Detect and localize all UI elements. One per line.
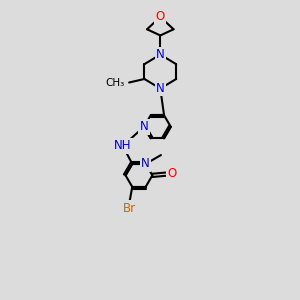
Text: N: N [140, 120, 148, 133]
Text: N: N [141, 158, 150, 170]
Text: O: O [167, 167, 177, 180]
Text: NH: NH [114, 140, 131, 152]
Text: O: O [156, 11, 165, 23]
Text: Br: Br [123, 202, 136, 215]
Text: N: N [156, 82, 165, 95]
Text: N: N [156, 48, 165, 61]
Text: CH₃: CH₃ [105, 77, 125, 88]
